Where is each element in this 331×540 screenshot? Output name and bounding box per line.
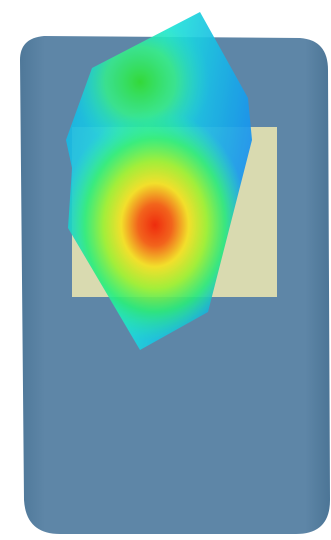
screenshot [20,12,330,534]
page [20,12,330,534]
